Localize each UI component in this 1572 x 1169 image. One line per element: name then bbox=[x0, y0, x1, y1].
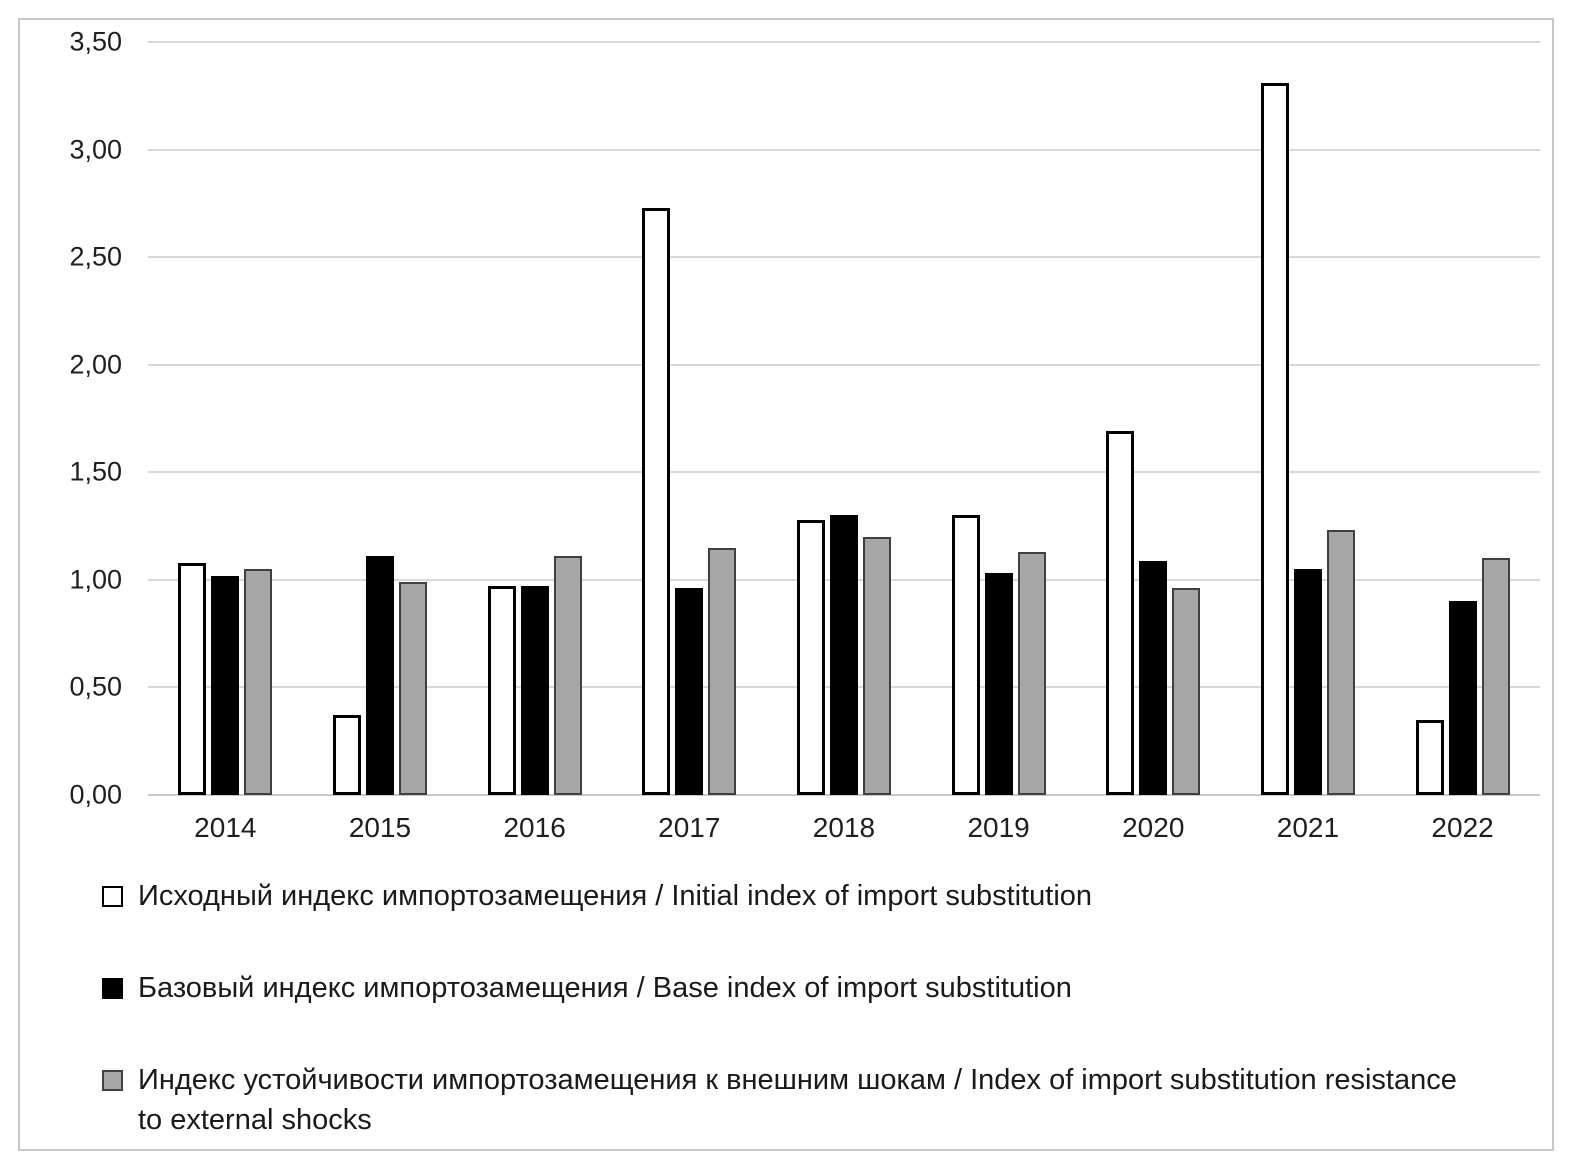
bar-2022-series-1 bbox=[1448, 601, 1477, 795]
bar-2018-series-2 bbox=[862, 536, 891, 795]
legend-marker-initial-index-swatch bbox=[102, 886, 123, 907]
x-axis-label-2017: 2017 bbox=[658, 812, 721, 843]
legend-item-initial-index: Исходный индекс импортозамещения / Initi… bbox=[102, 876, 1532, 916]
x-axis-label-2022: 2022 bbox=[1431, 812, 1494, 843]
plot-area bbox=[148, 41, 1540, 796]
bar-2016-series-0 bbox=[487, 586, 516, 795]
bar-group-2015 bbox=[332, 42, 427, 795]
y-axis-tick-label: 3,00 bbox=[69, 134, 122, 165]
gridline bbox=[148, 148, 1540, 151]
bar-2019-series-2 bbox=[1017, 551, 1046, 795]
bar-2015-series-1 bbox=[365, 556, 394, 795]
y-axis-tick-label: 0,00 bbox=[69, 779, 122, 810]
bar-2022-series-0 bbox=[1415, 719, 1444, 795]
bar-group-2021 bbox=[1260, 42, 1355, 795]
bar-2021-series-1 bbox=[1293, 569, 1322, 795]
bar-2017-series-0 bbox=[642, 207, 671, 795]
gridline bbox=[148, 363, 1540, 366]
y-axis-labels: 3,50 3,00 2,50 2,00 1,50 1,00 0,50 0,00 bbox=[22, 27, 134, 810]
x-axis-label-2015: 2015 bbox=[348, 812, 412, 843]
bar-2020-series-2 bbox=[1172, 588, 1201, 795]
bar-2015-series-0 bbox=[332, 715, 361, 795]
bar-group-2022 bbox=[1415, 42, 1510, 795]
bar-2017-series-1 bbox=[675, 588, 704, 795]
bar-2016-series-1 bbox=[520, 586, 549, 795]
bar-2020-series-0 bbox=[1106, 431, 1135, 795]
x-axis-label-2019: 2019 bbox=[967, 812, 1030, 843]
bar-2014-series-1 bbox=[211, 575, 240, 795]
bar-group-2020 bbox=[1106, 42, 1201, 795]
legend-label-resistance-index: Индекс устойчивости импортозамещения к в… bbox=[138, 1064, 1457, 1137]
bar-group-2014 bbox=[178, 42, 273, 795]
gridline bbox=[148, 41, 1540, 43]
y-axis-tick-label: 3,50 bbox=[69, 26, 122, 57]
gridline bbox=[148, 794, 1540, 796]
bar-group-2019 bbox=[951, 42, 1046, 795]
legend-label-initial-index: Исходный индекс импортозамещения / Initi… bbox=[138, 880, 1093, 912]
bar-2014-series-2 bbox=[244, 569, 273, 795]
x-axis-label-2014: 2014 bbox=[194, 812, 257, 843]
bar-2019-series-0 bbox=[951, 515, 980, 795]
x-axis-label-2016: 2016 bbox=[503, 812, 566, 843]
legend-label-base-index: Базовый индекс импортозамещения / Base i… bbox=[138, 972, 1072, 1005]
bar-2014-series-0 bbox=[178, 562, 207, 795]
bar-2019-series-1 bbox=[984, 573, 1013, 795]
y-axis-tick-label: 2,00 bbox=[69, 349, 122, 380]
gridline bbox=[148, 256, 1540, 259]
x-axis-label-2020: 2020 bbox=[1122, 812, 1185, 843]
y-axis-tick-label: 1,50 bbox=[69, 456, 122, 487]
x-axis-labels: 2014 2015 2016 2017 2018 2019 2020 2021 2022 bbox=[148, 812, 1540, 844]
y-axis-tick-label: 0,50 bbox=[69, 671, 122, 702]
x-axis-label-2021: 2021 bbox=[1276, 812, 1340, 843]
legend-marker-resistance-index-swatch bbox=[102, 1070, 123, 1092]
y-axis-tick-label: 1,00 bbox=[69, 564, 122, 595]
gridline bbox=[148, 471, 1540, 474]
bar-group-2016 bbox=[487, 42, 582, 795]
bar-2022-series-2 bbox=[1481, 558, 1510, 795]
bar-2020-series-1 bbox=[1139, 560, 1168, 795]
bar-group-2017 bbox=[642, 42, 737, 795]
legend-item-resistance-index: Индекс устойчивости импортозамещения к в… bbox=[102, 1060, 1532, 1140]
bar-2018-series-0 bbox=[796, 519, 825, 795]
bar-2018-series-1 bbox=[829, 515, 858, 795]
bar-2015-series-2 bbox=[398, 582, 427, 795]
legend-item-base-index: Базовый индекс импортозамещения / Base i… bbox=[102, 968, 1532, 1008]
bar-2021-series-0 bbox=[1260, 82, 1289, 795]
y-axis-tick-label: 2,50 bbox=[69, 241, 122, 272]
legend: Исходный индекс импортозамещения / Initi… bbox=[102, 876, 1532, 1169]
bar-2016-series-2 bbox=[553, 556, 582, 795]
bar-2017-series-2 bbox=[708, 547, 737, 795]
bar-groups bbox=[148, 42, 1540, 795]
bar-2021-series-2 bbox=[1326, 530, 1355, 795]
bar-group-2018 bbox=[796, 42, 891, 795]
x-axis-label-2018: 2018 bbox=[812, 812, 876, 843]
legend-marker-base-index-swatch bbox=[102, 978, 123, 1000]
